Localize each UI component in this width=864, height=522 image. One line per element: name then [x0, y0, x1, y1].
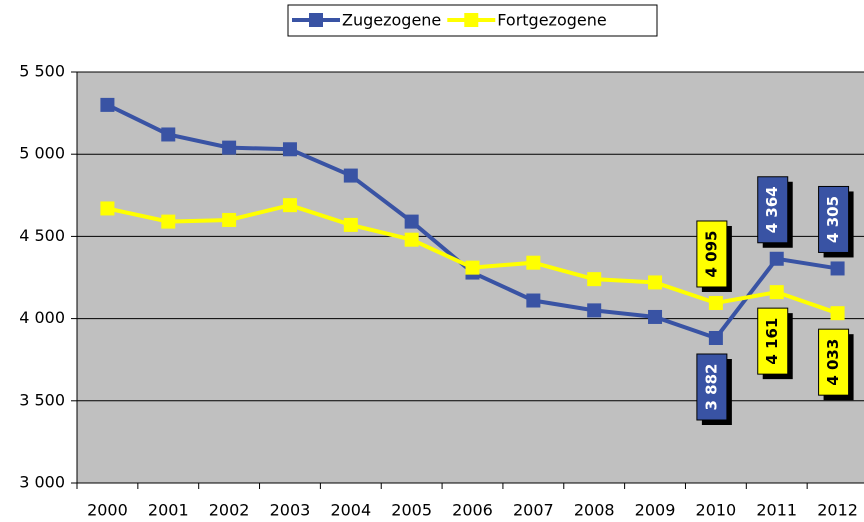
x-tick-label: 2005 — [391, 501, 432, 520]
x-tick-label: 2012 — [817, 501, 858, 520]
legend-marker — [464, 13, 479, 27]
point-marker — [587, 272, 602, 287]
x-tick-label: 2002 — [209, 501, 250, 520]
label-box — [696, 353, 728, 421]
legend-marker — [309, 13, 323, 27]
point-marker — [222, 140, 237, 155]
point-marker — [343, 217, 358, 232]
x-tick-label: 2008 — [574, 501, 615, 520]
value-label: 4 161 — [763, 318, 781, 365]
x-tick-label: 2010 — [696, 501, 737, 520]
point-marker — [282, 198, 297, 213]
point-marker — [404, 232, 419, 247]
point-marker — [769, 251, 784, 266]
y-tick-label: 5 500 — [19, 62, 65, 81]
value-label: 4 033 — [824, 339, 842, 386]
x-tick-label: 2006 — [452, 501, 493, 520]
label-box — [696, 220, 728, 288]
label-box — [757, 307, 789, 375]
label-box — [818, 328, 850, 396]
point-marker — [648, 309, 663, 324]
x-tick-label: 2011 — [756, 501, 797, 520]
legend-label: Fortgezogene — [497, 11, 606, 30]
value-label: 4 095 — [702, 230, 720, 277]
point-marker — [830, 261, 845, 276]
point-marker — [587, 303, 602, 318]
y-tick-label: 3 500 — [19, 390, 65, 409]
point-marker — [465, 260, 480, 275]
value-label: 4 364 — [763, 186, 781, 233]
point-marker — [708, 330, 723, 345]
x-tick-label: 2009 — [635, 501, 676, 520]
y-tick-label: 5 000 — [19, 144, 65, 163]
x-tick-label: 2000 — [87, 501, 128, 520]
point-marker — [404, 214, 419, 229]
point-marker — [222, 212, 237, 227]
point-marker — [526, 293, 541, 308]
label-box — [818, 185, 850, 253]
value-label: 3 882 — [702, 364, 720, 411]
label-box — [757, 176, 789, 244]
point-marker — [708, 295, 723, 310]
point-marker — [526, 255, 541, 270]
point-marker — [161, 127, 176, 142]
x-tick-label: 2007 — [513, 501, 554, 520]
point-marker — [100, 97, 115, 112]
x-tick-label: 2003 — [270, 501, 311, 520]
legend-label: Zugezogene — [342, 11, 441, 30]
point-marker — [161, 214, 176, 229]
y-tick-label: 4 500 — [19, 226, 65, 245]
value-label: 4 305 — [824, 196, 842, 243]
x-tick-label: 2001 — [148, 501, 189, 520]
point-marker — [100, 201, 115, 216]
point-marker — [830, 306, 845, 321]
point-marker — [769, 285, 784, 300]
x-tick-label: 2004 — [330, 501, 371, 520]
point-marker — [343, 168, 358, 183]
y-tick-label: 3 000 — [19, 473, 65, 492]
y-tick-label: 4 000 — [19, 308, 65, 327]
point-marker — [282, 142, 297, 157]
point-marker — [648, 275, 663, 290]
